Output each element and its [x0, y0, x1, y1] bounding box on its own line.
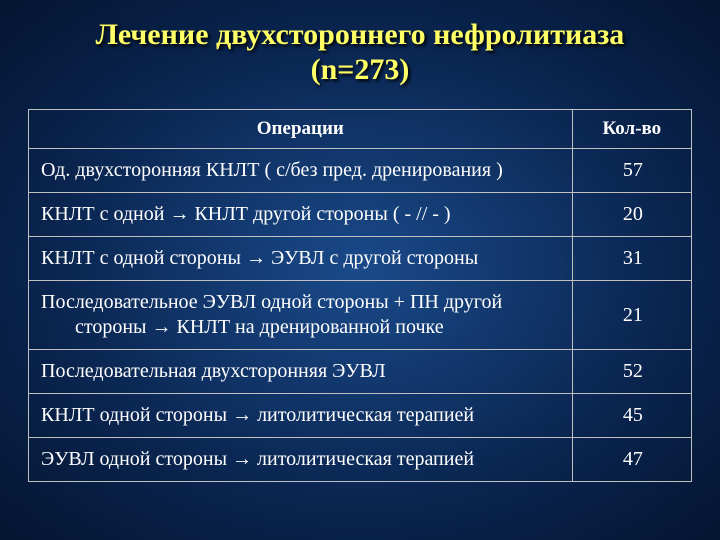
table-row: ЭУВЛ одной стороны → литолитическая тера… [29, 438, 692, 482]
slide: Лечение двухстороннего нефролитиаза (n=2… [0, 0, 720, 540]
operation-cell: КНЛТ с одной стороны → ЭУВЛ с другой сто… [29, 237, 573, 281]
table-row: КНЛТ одной стороны → литолитическая тера… [29, 394, 692, 438]
slide-title: Лечение двухстороннего нефролитиаза (n=2… [28, 18, 692, 87]
header-operations: Операции [29, 110, 573, 149]
table-header-row: Операции Кол-во [29, 110, 692, 149]
count-cell: 21 [572, 281, 691, 350]
table-row: Последовательное ЭУВЛ одной стороны + ПН… [29, 281, 692, 350]
title-line-1: Лечение двухстороннего нефролитиаза [96, 18, 625, 51]
header-count: Кол-во [572, 110, 691, 149]
table-row: Последовательная двухсторонняя ЭУВЛ 52 [29, 350, 692, 394]
operation-cell: Последовательная двухсторонняя ЭУВЛ [29, 350, 573, 394]
count-cell: 52 [572, 350, 691, 394]
count-cell: 20 [572, 193, 691, 237]
operation-cell: ЭУВЛ одной стороны → литолитическая тера… [29, 438, 573, 482]
table-row: КНЛТ с одной стороны → ЭУВЛ с другой сто… [29, 237, 692, 281]
operation-cell: КНЛТ одной стороны → литолитическая тера… [29, 394, 573, 438]
operation-line-1: Последовательное ЭУВЛ одной стороны + ПН… [41, 291, 502, 313]
operations-table: Операции Кол-во Од. двухсторонняя КНЛТ (… [28, 109, 692, 482]
count-cell: 31 [572, 237, 691, 281]
count-cell: 45 [572, 394, 691, 438]
operation-line-2: стороны → КНЛТ на дренированной почке [41, 315, 562, 340]
title-line-2: (n=273) [311, 53, 410, 86]
table-row: Од. двухсторонняя КНЛТ ( с/без пред. дре… [29, 149, 692, 193]
count-cell: 57 [572, 149, 691, 193]
operation-cell: Од. двухсторонняя КНЛТ ( с/без пред. дре… [29, 149, 573, 193]
table-row: КНЛТ с одной → КНЛТ другой стороны ( - /… [29, 193, 692, 237]
count-cell: 47 [572, 438, 691, 482]
operation-cell: КНЛТ с одной → КНЛТ другой стороны ( - /… [29, 193, 573, 237]
operation-cell: Последовательное ЭУВЛ одной стороны + ПН… [29, 281, 573, 350]
